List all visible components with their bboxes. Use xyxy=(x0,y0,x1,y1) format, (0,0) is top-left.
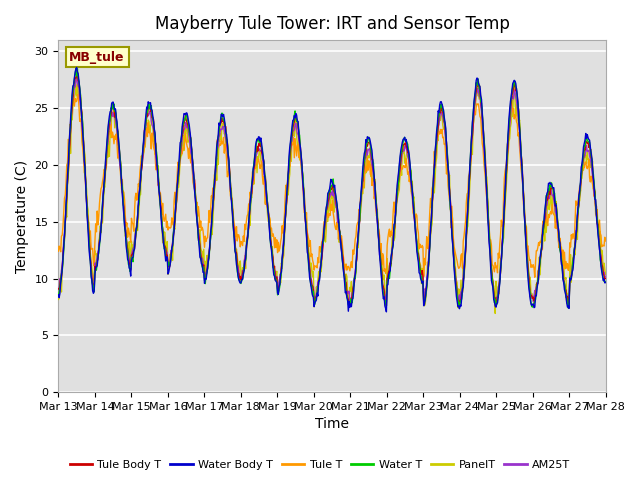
Legend: Tule Body T, Water Body T, Tule T, Water T, PanelT, AM25T: Tule Body T, Water Body T, Tule T, Water… xyxy=(65,456,575,474)
Title: Mayberry Tule Tower: IRT and Sensor Temp: Mayberry Tule Tower: IRT and Sensor Temp xyxy=(154,15,509,33)
Text: MB_tule: MB_tule xyxy=(69,51,125,64)
Y-axis label: Temperature (C): Temperature (C) xyxy=(15,159,29,273)
X-axis label: Time: Time xyxy=(315,418,349,432)
